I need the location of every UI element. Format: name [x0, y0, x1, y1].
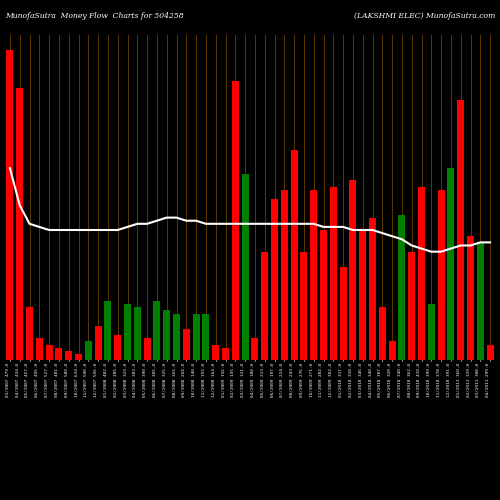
Bar	[300, 252, 308, 360]
Bar	[340, 267, 346, 360]
Bar	[124, 304, 131, 360]
Bar	[232, 82, 238, 360]
Bar	[418, 186, 425, 360]
Bar	[369, 218, 376, 360]
Bar	[46, 344, 52, 360]
Bar	[330, 186, 336, 360]
Bar	[281, 190, 287, 360]
Bar	[16, 88, 23, 360]
Bar	[428, 304, 434, 360]
Bar	[242, 174, 248, 360]
Bar	[202, 314, 209, 360]
Bar	[252, 338, 258, 360]
Bar	[477, 242, 484, 360]
Bar	[320, 230, 327, 360]
Bar	[56, 348, 62, 360]
Bar	[66, 350, 72, 360]
Text: MunofaSutra  Money Flow  Charts for 504258: MunofaSutra Money Flow Charts for 504258	[5, 12, 184, 20]
Bar	[104, 301, 112, 360]
Bar	[164, 310, 170, 360]
Bar	[262, 252, 268, 360]
Bar	[94, 326, 102, 360]
Bar	[388, 342, 396, 360]
Bar	[26, 308, 33, 360]
Bar	[85, 342, 91, 360]
Bar	[173, 314, 180, 360]
Bar	[192, 314, 200, 360]
Bar	[379, 308, 386, 360]
Bar	[360, 230, 366, 360]
Bar	[310, 190, 317, 360]
Bar	[448, 168, 454, 360]
Bar	[212, 344, 219, 360]
Bar	[134, 308, 140, 360]
Bar	[271, 199, 278, 360]
Bar	[222, 348, 229, 360]
Bar	[467, 236, 474, 360]
Bar	[114, 335, 121, 360]
Bar	[36, 338, 43, 360]
Bar	[398, 214, 406, 360]
Bar	[350, 180, 356, 360]
Bar	[458, 100, 464, 360]
Bar	[154, 301, 160, 360]
Bar	[183, 329, 190, 360]
Bar	[486, 344, 494, 360]
Bar	[408, 252, 415, 360]
Bar	[144, 338, 150, 360]
Bar	[290, 150, 298, 360]
Text: (LAKSHMI ELEC) MunofaSutra.com: (LAKSHMI ELEC) MunofaSutra.com	[354, 12, 495, 20]
Bar	[6, 50, 14, 360]
Bar	[438, 190, 444, 360]
Bar	[75, 354, 82, 360]
